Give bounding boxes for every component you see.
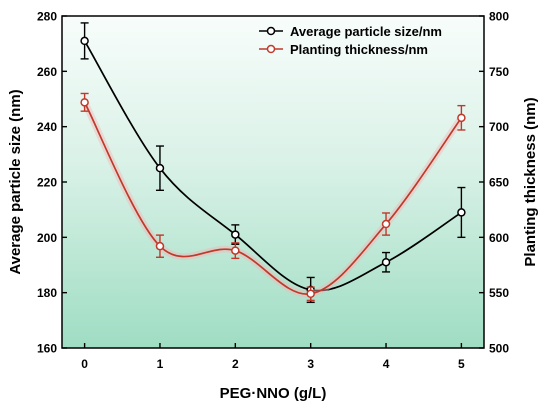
series-1-point-0	[80, 36, 89, 46]
series-1-point-5	[457, 208, 466, 217]
legend-label-series-2: Planting thickness/nm	[290, 42, 428, 57]
legend-label-series-1: Average particle size/nm	[290, 24, 442, 39]
series-2-point-2	[231, 246, 240, 255]
y-axis-title-left: Average particle size (nm)	[7, 89, 24, 274]
y-right-tick-label-2: 600	[489, 231, 509, 245]
x-tick-label-2: 2	[232, 357, 239, 371]
y-left-tick-label-5: 260	[37, 65, 57, 79]
legend-marker-series-1	[266, 26, 276, 36]
y-left-tick-label-1: 180	[37, 286, 57, 300]
x-tick-label-5: 5	[458, 357, 465, 371]
y-right-tick-label-5: 750	[489, 65, 509, 79]
y-right-tick-label-3: 650	[489, 176, 509, 190]
y-left-tick-label-4: 240	[37, 120, 57, 134]
series-1-point-2	[231, 230, 240, 239]
y-right-tick-label-6: 800	[489, 10, 509, 24]
series-2-point-5	[457, 113, 466, 123]
series-2-point-3	[306, 289, 315, 299]
x-tick-label-1: 1	[157, 357, 164, 371]
y-left-tick-label-3: 220	[37, 176, 57, 190]
y-axis-title-right: Planting thickness (nm)	[522, 97, 539, 266]
series-2-point-0	[80, 98, 89, 107]
y-right-tick-label-0: 500	[489, 342, 509, 356]
series-2-point-1	[155, 241, 165, 251]
x-tick-label-0: 0	[81, 357, 88, 371]
series-1-point-1	[155, 163, 165, 173]
series-2-line	[83, 101, 463, 295]
legend: Average particle size/nm Planting thickn…	[259, 24, 442, 57]
x-tick-label-4: 4	[383, 357, 390, 371]
x-tick-label-3: 3	[307, 357, 314, 371]
series-1-point-4	[381, 257, 391, 267]
series-2-point-4	[381, 219, 391, 229]
plot-layer	[80, 22, 466, 304]
axes-layer: 0 1 2 3 4 5 160 180 200 220 240 260 280 500 550 600 650 7…	[37, 10, 509, 372]
legend-marker-series-2	[266, 44, 276, 54]
y-right-tick-label-4: 700	[489, 120, 509, 134]
x-axis-title: PEG·NNO (g/L)	[220, 385, 327, 402]
y-left-tick-label-6: 280	[37, 10, 57, 24]
y-left-tick-label-0: 160	[37, 342, 57, 356]
plot-background	[62, 16, 484, 348]
y-left-tick-label-2: 200	[37, 231, 57, 245]
y-right-tick-label-1: 550	[489, 286, 509, 300]
